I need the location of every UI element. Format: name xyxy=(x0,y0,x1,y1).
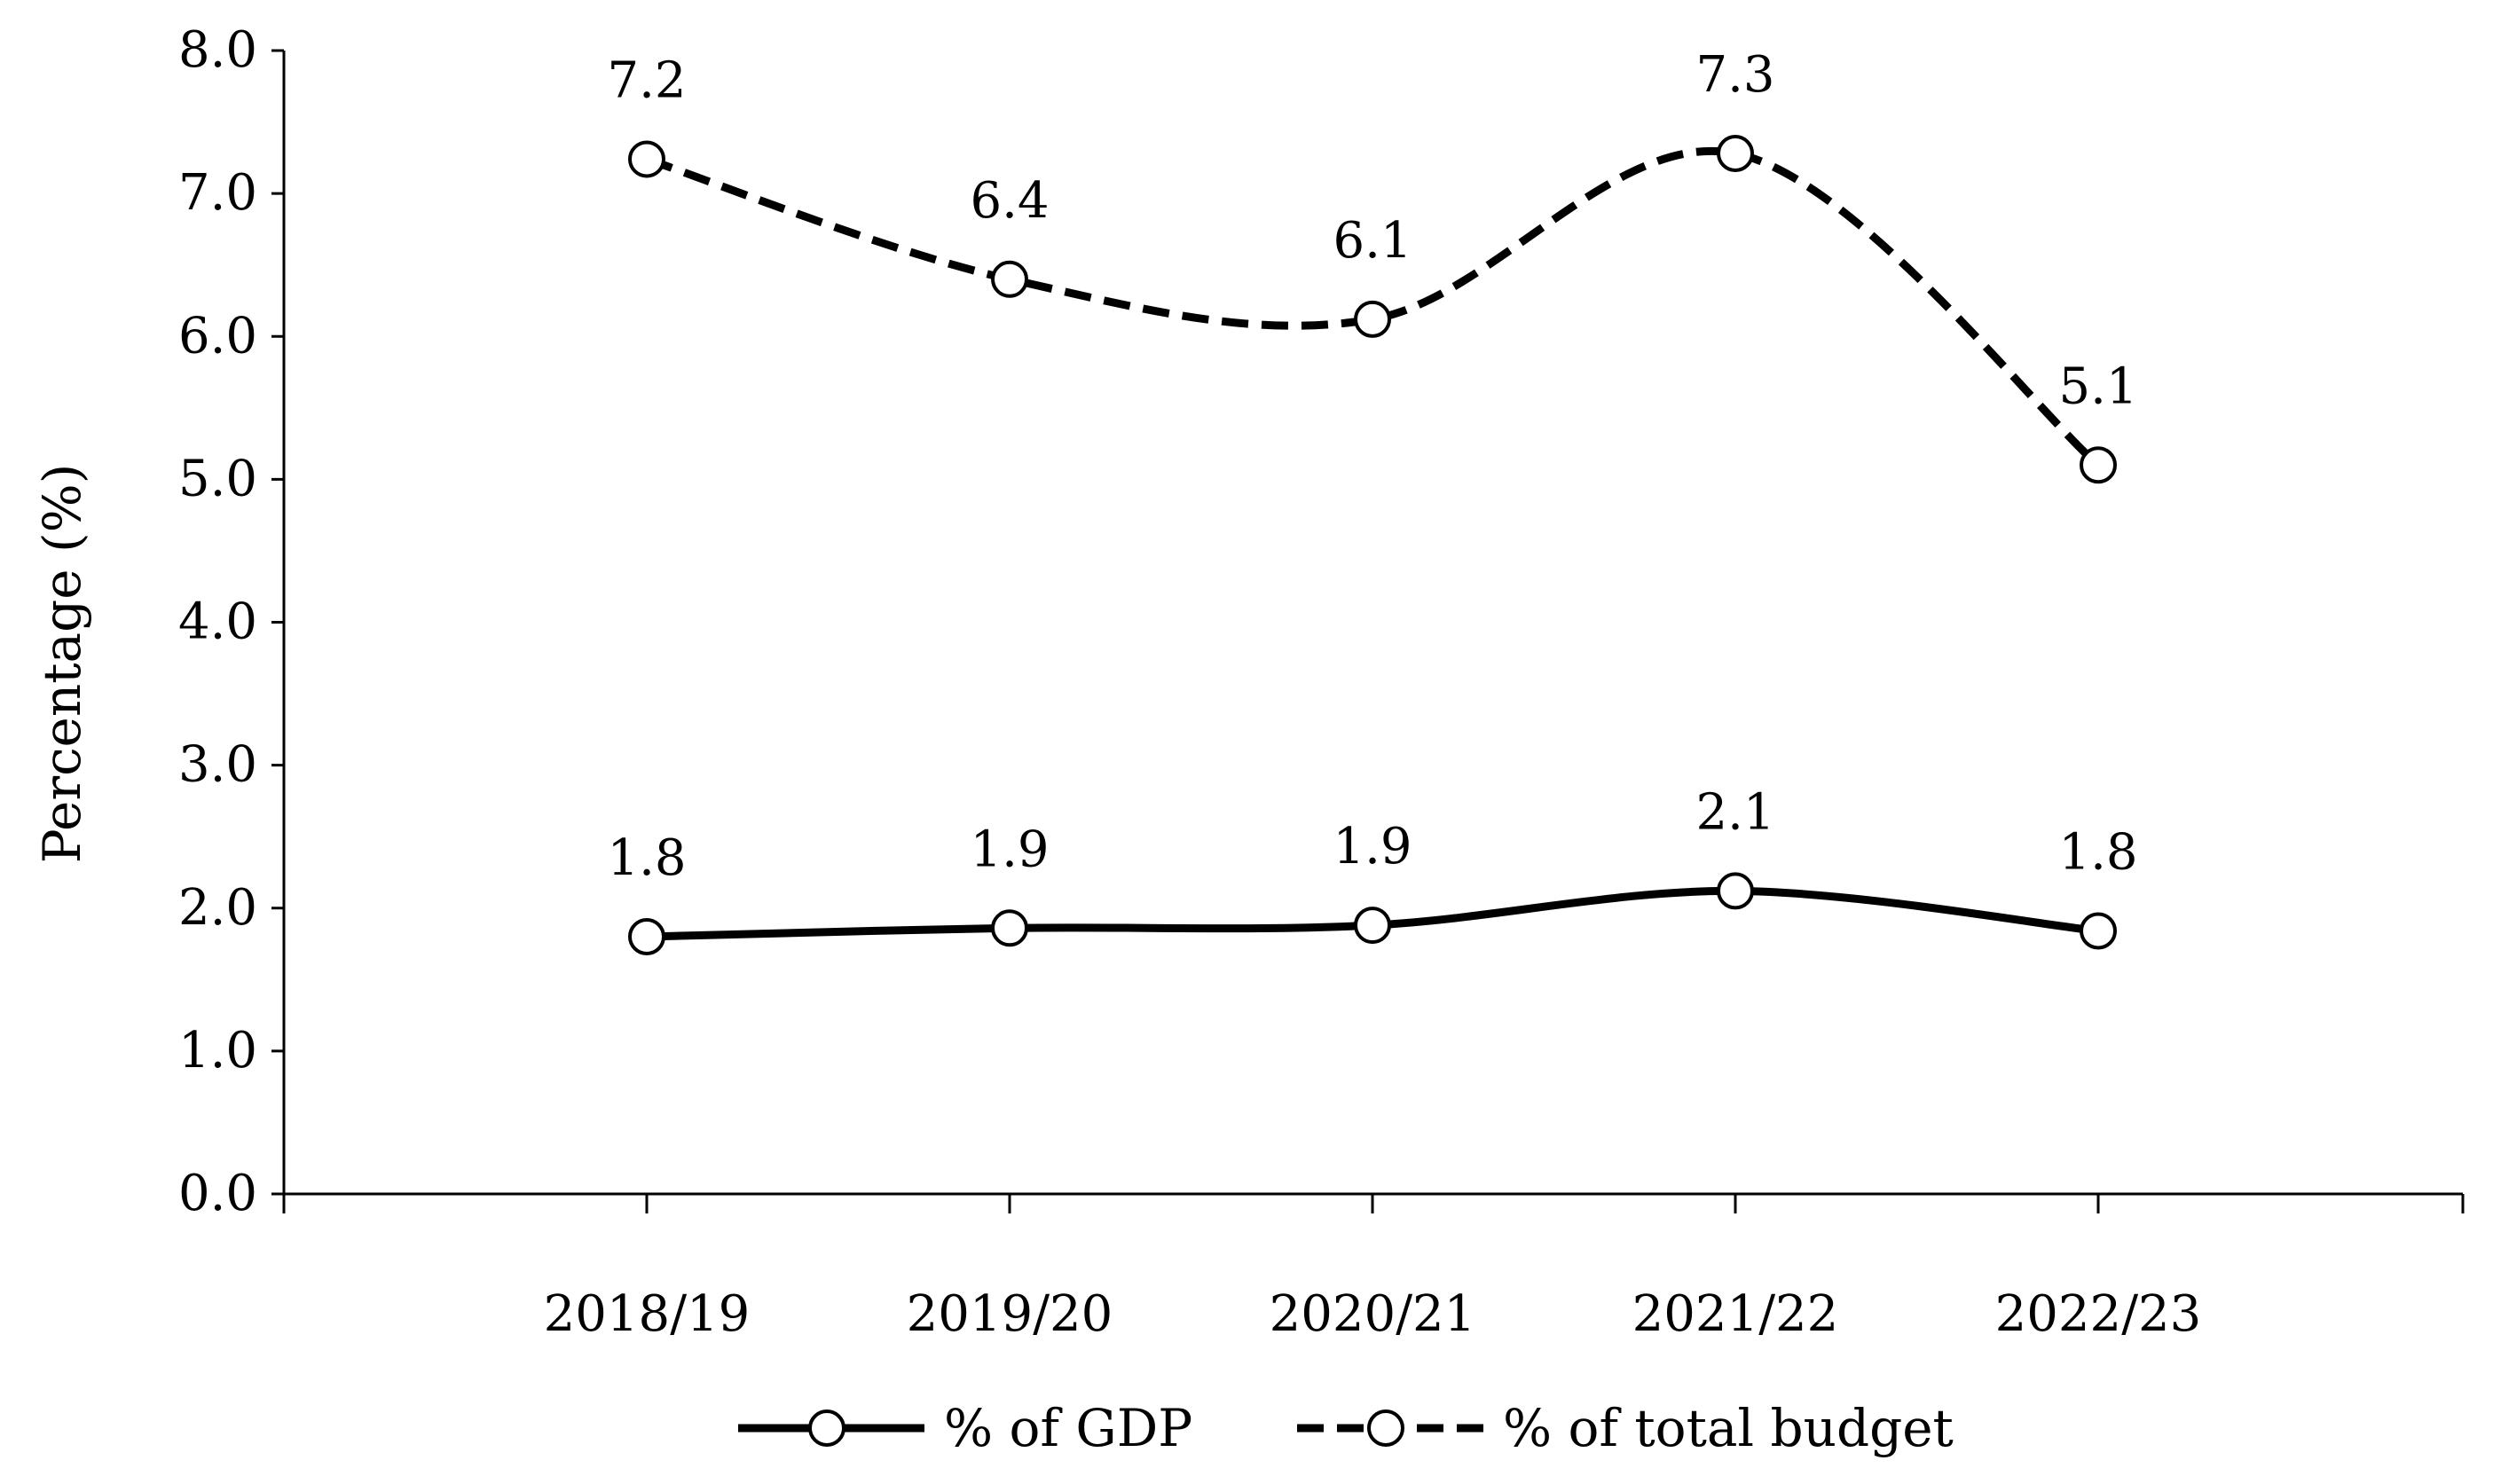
y-tick-label: 2.0 xyxy=(178,879,257,937)
legend-budget-label: % of total budget xyxy=(1503,1398,1954,1458)
y-tick-label: 0.0 xyxy=(178,1165,257,1222)
data-point xyxy=(1354,300,1391,338)
y-tick-label: 4.0 xyxy=(178,593,257,651)
data-point xyxy=(628,140,665,178)
y-tick-label: 3.0 xyxy=(178,736,257,794)
y-tick-label: 1.0 xyxy=(178,1022,257,1080)
data-label: 7.2 xyxy=(607,51,686,109)
legend-gdp-marker xyxy=(808,1409,845,1447)
data-point xyxy=(2080,912,2117,950)
data-label: 2.1 xyxy=(1695,783,1774,841)
data-label: 1.8 xyxy=(2058,824,2137,882)
y-tick-label: 7.0 xyxy=(178,164,257,222)
series-line xyxy=(645,147,2101,468)
data-label: 5.1 xyxy=(2058,357,2137,415)
x-axis-ticks: 2018/19 2019/20 2020/21 2021/22 2022/23 xyxy=(282,1194,2465,1343)
legend-gdp-label: % of GDP xyxy=(944,1398,1192,1458)
data-point xyxy=(1717,872,1754,910)
data-point xyxy=(1717,135,1754,173)
data-label: 1.8 xyxy=(607,829,686,887)
y-axis-ticks: 0.0 1.0 2.0 3.0 4.0 5.0 6.0 7.0 8.0 xyxy=(178,21,284,1222)
series-total-budget: 7.2 6.4 6.1 7.3 5.1 xyxy=(607,46,2138,484)
x-tick-label: 2019/20 xyxy=(907,1285,1113,1343)
data-label: 6.1 xyxy=(1333,212,1412,270)
legend: % of GDP % of total budget xyxy=(738,1398,1954,1458)
series-layer: 1.8 1.9 1.9 2.1 1.8 7.2 6.4 6.1 7.3 5.1 xyxy=(607,46,2138,955)
x-tick-label: 2020/21 xyxy=(1270,1285,1476,1343)
legend-budget-marker xyxy=(1367,1409,1404,1447)
y-axis-title: Percentage (%) xyxy=(32,464,92,864)
data-label: 7.3 xyxy=(1695,46,1774,104)
data-point xyxy=(1354,907,1391,945)
x-tick-label: 2021/22 xyxy=(1632,1285,1839,1343)
data-label: 6.4 xyxy=(970,172,1049,230)
x-tick-label: 2022/23 xyxy=(1995,1285,2202,1343)
data-label: 1.9 xyxy=(1333,818,1412,875)
y-tick-label: 8.0 xyxy=(178,21,257,79)
data-point xyxy=(2080,446,2117,484)
legend-item-gdp: % of GDP xyxy=(738,1398,1192,1458)
legend-item-budget: % of total budget xyxy=(1297,1398,1954,1458)
y-tick-label: 5.0 xyxy=(178,450,257,507)
data-point xyxy=(991,260,1028,298)
data-label: 1.9 xyxy=(970,821,1049,878)
y-tick-label: 6.0 xyxy=(178,307,257,365)
x-tick-label: 2018/19 xyxy=(544,1285,751,1343)
data-point xyxy=(991,909,1028,947)
data-point xyxy=(628,917,665,955)
series-gdp: 1.8 1.9 1.9 2.1 1.8 xyxy=(607,783,2138,955)
